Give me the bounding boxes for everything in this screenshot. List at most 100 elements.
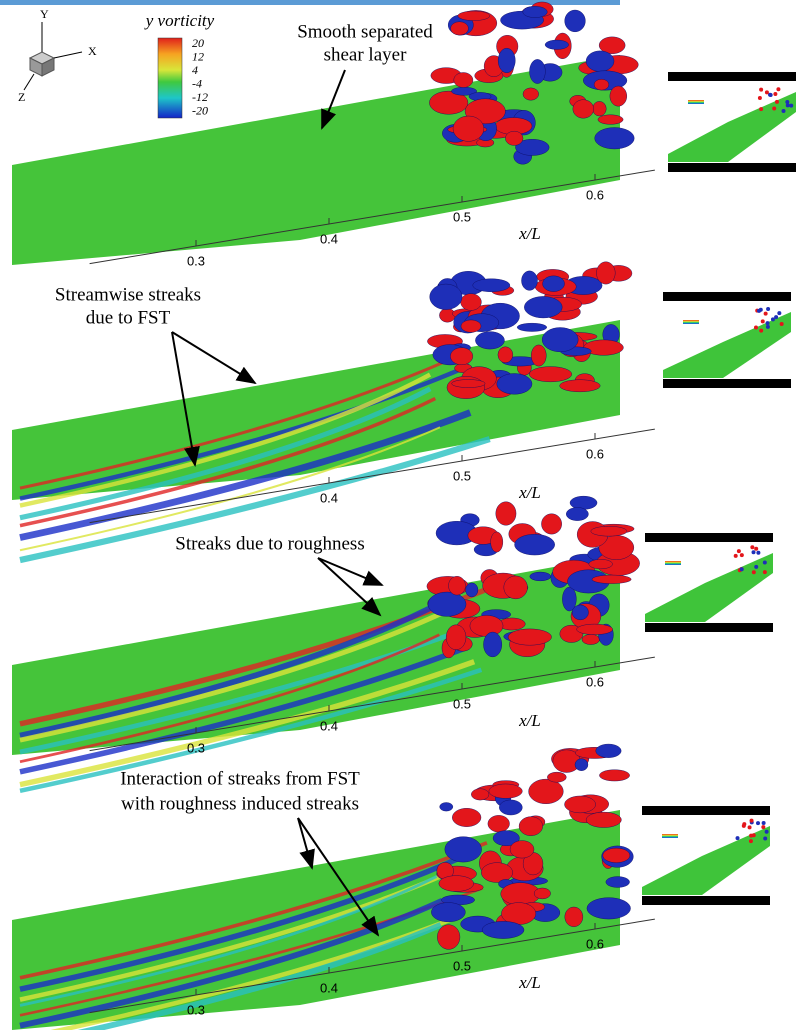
vortex-blob [595,128,635,149]
vortex-blob [496,502,516,526]
vortex-blob [471,789,489,800]
thumb-bar [663,379,791,388]
annotation: Smooth separated [297,21,433,42]
vortex-blob [594,79,609,90]
vortex-blob [475,332,504,350]
thumb-blob [776,87,780,91]
vortex-blob [458,11,490,21]
thumb-sheet [645,553,773,622]
thumb-legend [688,100,704,104]
thumb-sheet [663,312,791,378]
vortex-blob [529,59,545,83]
thumb-blob [749,839,753,843]
tick-label: 0.4 [320,980,338,995]
vortex-blob [498,48,515,73]
vortex-blob [483,632,501,657]
tick-label: 0.5 [453,209,471,224]
arrow [172,332,255,383]
vortex-blob [445,837,482,862]
vortex-blob [577,624,613,635]
vortex-blob [452,808,481,826]
vortex-blob [470,615,503,636]
vortex-blob [504,576,528,599]
triad-y: Y [40,7,49,21]
vortex-blob [489,784,522,798]
triad: Y X Z [18,7,97,104]
annotation: due to FST [86,307,171,328]
thumb-blob [752,550,756,554]
vortex-blob [524,296,562,318]
tick-label: 0.6 [586,446,604,461]
figure: 0.3 0.4 0.5 0.6 x/L Smooth separatedshear lay… [0,0,798,1030]
vortex-blob [439,876,474,892]
tick-label: 0.4 [320,231,338,246]
vortex-blob [473,279,510,292]
tick-label: 0.6 [586,936,604,951]
vortex-blob [499,800,522,815]
vortex-blob [587,898,631,919]
annotation: Streamwise streaks [55,284,201,305]
panel: 0.30.40.50.6x/LInteraction of streaks fr… [12,744,655,1030]
annotation: shear layer [324,44,407,65]
vortex-blob [461,320,481,332]
thumb-blob [765,90,769,94]
vortex-blob [573,100,594,119]
thumb-bar [642,806,770,815]
thumb-blob [769,93,773,97]
vortex-blob [564,796,595,813]
legend-level: 4 [192,63,198,77]
thumb-blob [754,547,758,551]
thumb-blob [775,100,779,104]
thumb-blob [761,825,765,829]
vortex-blob [545,40,569,49]
tick-label: 0.5 [453,696,471,711]
vortex-blob [523,88,539,100]
arrow [318,558,382,585]
thumb-blob [737,549,741,553]
axis-label: x/L [518,711,541,730]
vortex-blob [461,294,482,311]
vortex-blob [530,572,551,581]
tick-label: 0.6 [586,674,604,689]
thumb-blob [754,565,758,569]
tick-label: 0.3 [187,740,205,755]
vortex-blob [596,744,621,758]
body: 0.3 0.4 0.5 0.6 x/L Smooth separatedshear lay… [0,0,798,1030]
thumb-blob [752,833,756,837]
thumb-blob [758,96,762,100]
vortex-blob [508,629,551,645]
thumb-blob [763,570,767,574]
tick-label: 0.4 [320,718,338,733]
vortex-blob [603,848,630,863]
vortex-blob [542,328,578,352]
tick-label: 0.4 [320,490,338,505]
color-bar [158,38,182,118]
vortex-blob [565,907,583,927]
vortex-blob [543,276,565,292]
tick-label: 0.5 [453,958,471,973]
thumb-bar [663,292,791,301]
thumb-blob [765,830,769,834]
vortex-blob [572,605,588,620]
vortex-blob [529,367,572,382]
vortex-blob [582,634,600,644]
thumb-legend [683,320,699,324]
legend-level: 12 [192,49,204,63]
tick-label: 0.3 [187,1002,205,1017]
thumb-blob [766,321,770,325]
tick-label: 0.6 [586,187,604,202]
tick-label: 0.5 [453,468,471,483]
vortex-blob [452,380,485,388]
thumbnail [645,533,773,632]
vortex-blob [575,759,588,771]
thumb-legend [662,834,678,838]
thumb-blob [774,315,778,319]
thumb-blob [759,88,763,92]
thumbnail [668,72,796,172]
axis-label: x/L [518,973,541,992]
vortex-blob [431,903,465,922]
thumb-bar [668,163,796,172]
